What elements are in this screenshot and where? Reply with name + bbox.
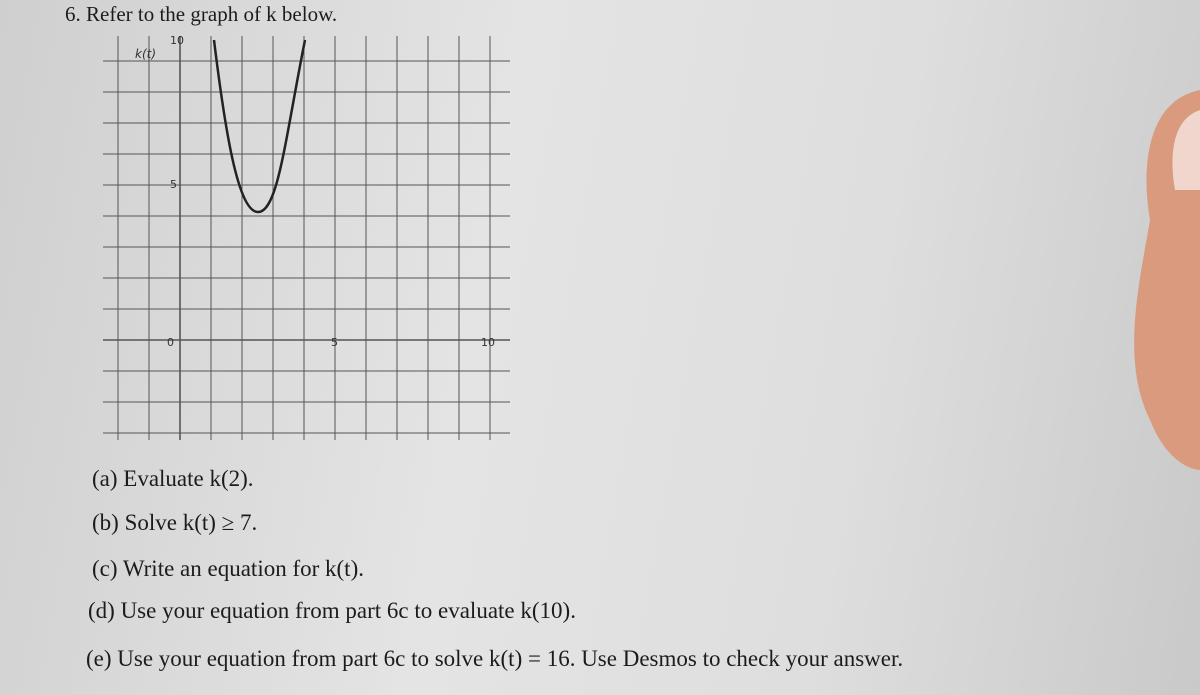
question-b: (b) Solve k(t) ≥ 7. [92, 510, 258, 535]
y-tick-label: 5 [170, 178, 177, 191]
x-tick-label: 10 [481, 336, 495, 349]
question-e: (e) Use your equation from part 6c to so… [86, 646, 904, 671]
question-d: (d) Use your equation from part 6c to ev… [88, 598, 576, 623]
grid [103, 36, 510, 440]
question-a: (a) Evaluate k(2). [92, 466, 254, 491]
parabola-curve [212, 39, 307, 214]
origin-label: 0 [167, 336, 174, 349]
question-c: (c) Write an equation for k(t). [92, 556, 364, 581]
y-axis-label: k(t) [135, 47, 156, 61]
y-tick-label: 10 [170, 34, 184, 47]
fingernail [1172, 110, 1200, 190]
problem-title: 6. Refer to the graph of k below. [65, 2, 338, 26]
x-tick-label: 5 [331, 336, 338, 349]
